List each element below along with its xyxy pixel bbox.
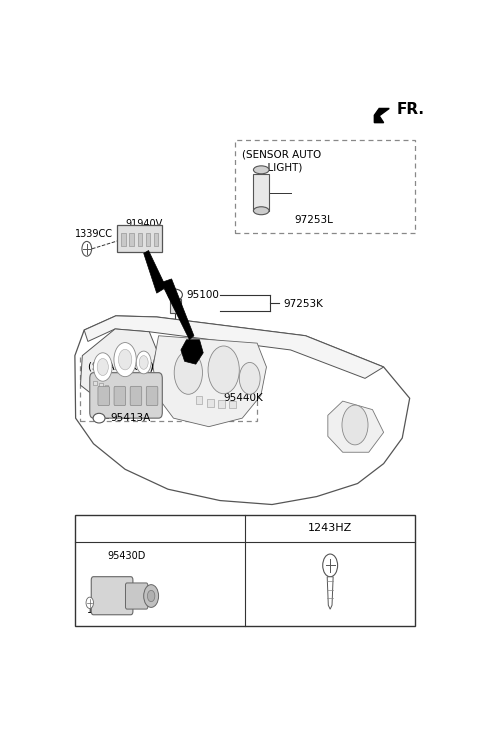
Polygon shape (153, 336, 266, 427)
Bar (235, 139, 415, 233)
FancyBboxPatch shape (125, 583, 148, 609)
Polygon shape (84, 316, 384, 379)
FancyBboxPatch shape (91, 576, 133, 615)
Text: 97253K: 97253K (283, 300, 323, 309)
Text: (SENSOR AUTO
  LIGHT): (SENSOR AUTO LIGHT) (242, 149, 321, 173)
Polygon shape (144, 250, 194, 339)
Polygon shape (75, 316, 410, 505)
Ellipse shape (93, 413, 105, 423)
Circle shape (147, 590, 155, 601)
Bar (94, 381, 97, 385)
Text: 1339CC: 1339CC (75, 229, 113, 238)
FancyBboxPatch shape (130, 386, 142, 406)
Circle shape (86, 597, 94, 609)
Text: FR.: FR. (396, 102, 425, 117)
Polygon shape (181, 339, 203, 364)
FancyBboxPatch shape (114, 386, 126, 406)
Text: 95100: 95100 (186, 290, 219, 300)
Polygon shape (374, 108, 389, 123)
Circle shape (144, 584, 158, 607)
Circle shape (97, 359, 108, 376)
Bar (105, 385, 108, 390)
Bar (218, 400, 225, 408)
Text: (SMART KEY): (SMART KEY) (88, 362, 154, 371)
Bar (138, 233, 142, 246)
Circle shape (114, 342, 136, 376)
Polygon shape (327, 577, 333, 609)
FancyBboxPatch shape (98, 386, 109, 406)
FancyBboxPatch shape (117, 225, 162, 252)
Bar (154, 233, 158, 246)
Ellipse shape (168, 289, 182, 300)
Bar (145, 233, 150, 246)
Bar (229, 401, 236, 409)
Circle shape (94, 353, 112, 382)
Text: 91940V: 91940V (125, 219, 162, 230)
Circle shape (139, 356, 148, 369)
Ellipse shape (253, 207, 269, 215)
Text: 1243BH: 1243BH (87, 605, 126, 615)
Text: 95413A: 95413A (110, 413, 150, 423)
Bar (130, 233, 134, 246)
FancyBboxPatch shape (90, 373, 162, 418)
Circle shape (82, 241, 92, 256)
Polygon shape (81, 329, 156, 399)
Circle shape (342, 405, 368, 445)
Ellipse shape (253, 166, 269, 173)
Bar (196, 396, 203, 404)
Text: 95440K: 95440K (224, 393, 264, 403)
Bar (170, 300, 181, 313)
Bar (121, 233, 126, 246)
Circle shape (208, 346, 240, 393)
Text: 95430D: 95430D (108, 551, 146, 561)
Circle shape (240, 362, 260, 394)
Text: 97253L: 97253L (294, 215, 333, 225)
Bar (75, 515, 415, 626)
Text: 1243HZ: 1243HZ (308, 523, 352, 534)
FancyBboxPatch shape (146, 386, 158, 406)
Circle shape (174, 351, 203, 394)
Circle shape (136, 351, 151, 374)
Bar (99, 384, 103, 388)
Bar (81, 356, 257, 421)
Bar (207, 399, 214, 407)
Circle shape (119, 349, 132, 370)
Polygon shape (253, 173, 269, 211)
Polygon shape (328, 401, 384, 452)
Circle shape (323, 554, 337, 577)
